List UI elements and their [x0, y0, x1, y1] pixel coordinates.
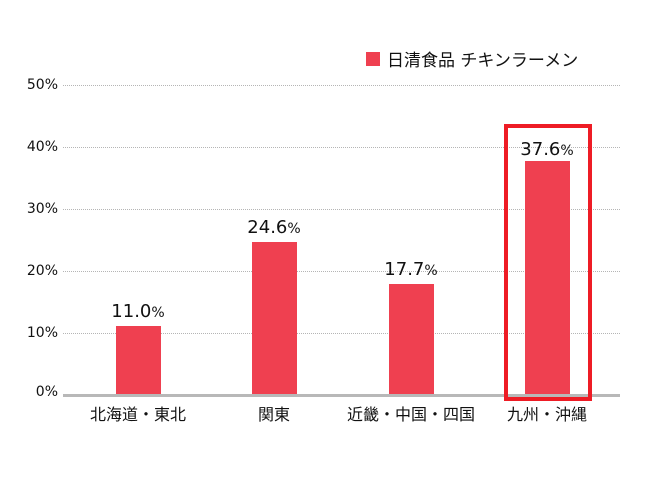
- bar-kinki-chugoku-shikoku: [389, 284, 434, 394]
- value-label: 37.6%: [520, 139, 574, 160]
- x-label: 北海道・東北: [89, 405, 186, 424]
- y-tick-40: 40%: [26, 139, 58, 155]
- value-label: 17.7%: [384, 259, 438, 280]
- x-axis-baseline: [63, 394, 620, 397]
- value-label: 24.6%: [247, 217, 301, 238]
- legend: 日清食品 チキンラーメン: [366, 46, 578, 71]
- gridline-10: [63, 333, 620, 334]
- x-label: 関東: [257, 405, 290, 424]
- y-tick-20: 20%: [26, 263, 58, 279]
- value-label: 11.0%: [111, 301, 165, 322]
- bar-hokkaido-tohoku: [116, 326, 161, 394]
- y-tick-50: 50%: [26, 77, 58, 93]
- x-label: 近畿・中国・四国: [346, 405, 475, 424]
- bar-kanto: [252, 242, 297, 394]
- legend-label: 日清食品 チキンラーメン: [387, 51, 579, 71]
- bar-kyushu-okinawa: [525, 161, 570, 394]
- y-tick-30: 30%: [26, 201, 58, 217]
- gridline-50: [63, 85, 620, 86]
- gridline-20: [63, 271, 620, 272]
- highlight-box: [504, 124, 592, 401]
- legend-swatch: [366, 51, 380, 66]
- y-tick-10: 10%: [26, 325, 58, 341]
- gridline-30: [63, 209, 620, 210]
- x-label: 九州・沖縄: [506, 405, 587, 424]
- gridline-40: [63, 147, 620, 148]
- y-tick-0: 0%: [35, 384, 58, 400]
